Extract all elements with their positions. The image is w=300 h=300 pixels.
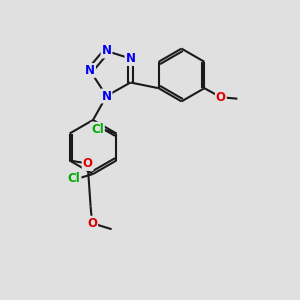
Text: O: O [87, 217, 97, 230]
Text: O: O [82, 157, 93, 170]
Text: N: N [101, 44, 112, 58]
Text: N: N [85, 64, 95, 77]
Text: N: N [125, 52, 136, 65]
Text: Cl: Cl [68, 172, 80, 185]
Text: O: O [216, 91, 226, 104]
Text: Cl: Cl [91, 123, 104, 136]
Text: N: N [101, 89, 112, 103]
